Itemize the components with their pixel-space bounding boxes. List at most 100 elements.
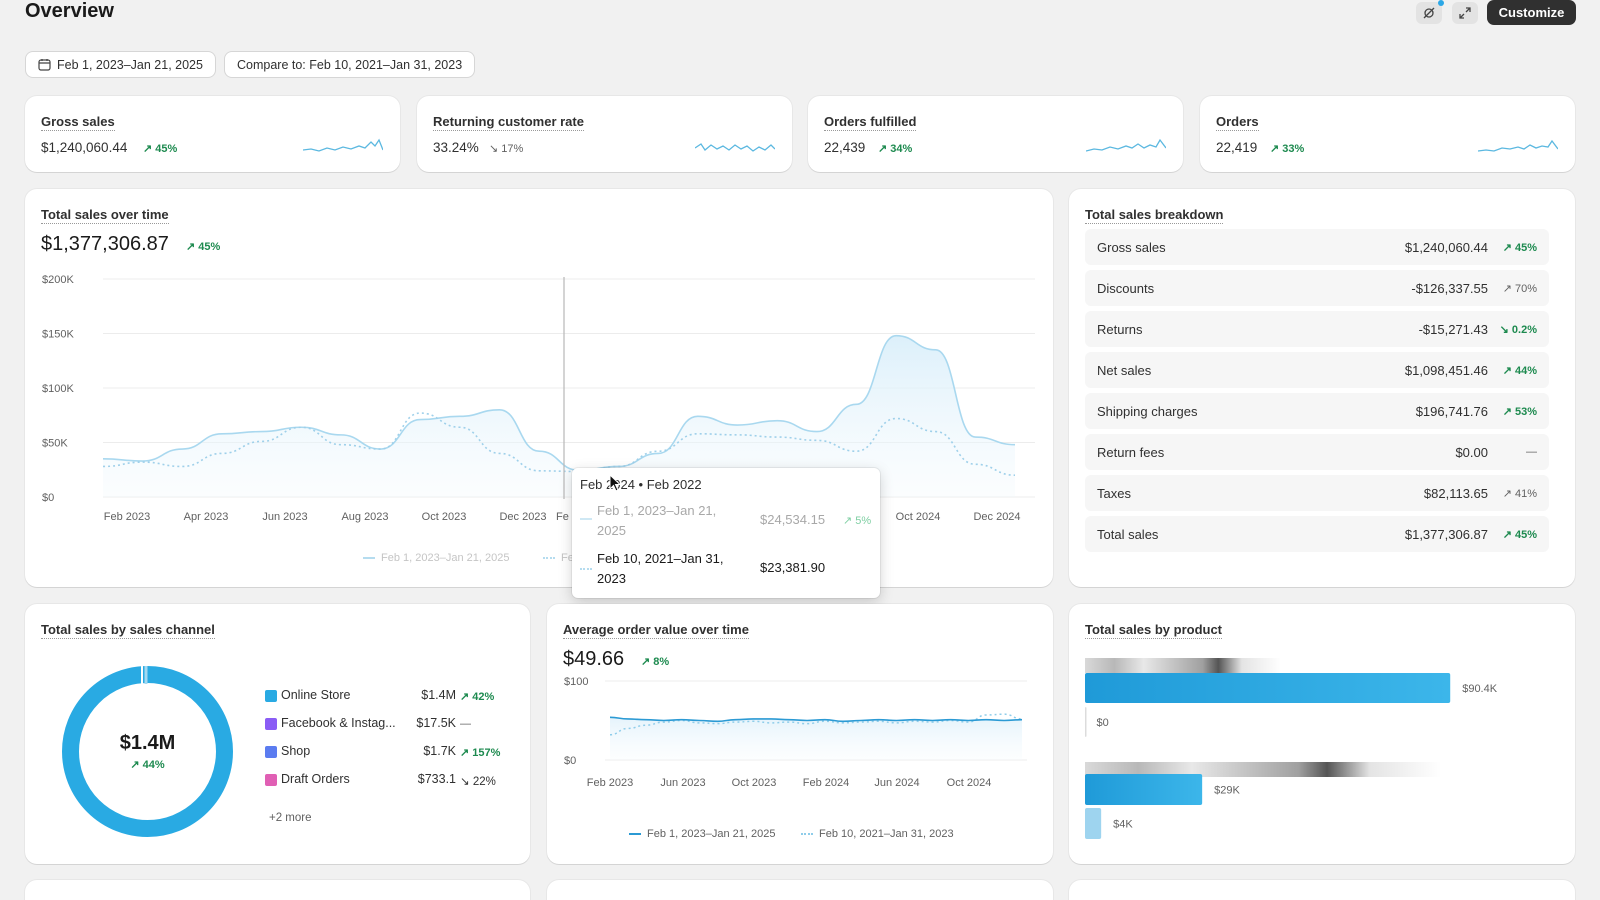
- kpi-title: Gross sales: [41, 114, 115, 131]
- customize-button[interactable]: Customize: [1487, 0, 1576, 25]
- kpi-title: Returning customer rate: [433, 114, 584, 131]
- product-name-redacted: [1085, 762, 1441, 777]
- breakdown-change: ↗ 45%: [1502, 242, 1537, 254]
- channel-value: $1.4M: [421, 688, 456, 702]
- product-bar[interactable]: [1085, 774, 1203, 805]
- product-bar[interactable]: [1085, 673, 1451, 703]
- y-tick-label: $50K: [42, 438, 68, 450]
- breakdown-value: $0.00: [1455, 445, 1488, 460]
- channel-label: Facebook & Instag...: [281, 716, 396, 730]
- tooltip-row2-value: $23,381.90: [760, 560, 826, 575]
- breakdown-row[interactable]: Return fees $0.00 —: [1085, 434, 1549, 470]
- expand-icon[interactable]: [1452, 2, 1478, 24]
- tooltip-swatch-previous: [580, 568, 592, 570]
- kpi-change: ↘ 17%: [489, 143, 524, 155]
- channel-legend-item[interactable]: Online Store $1.4M ↗ 42%: [25, 688, 530, 708]
- channel-change: ↗ 157%: [460, 747, 501, 759]
- breakdown-label: Discounts: [1097, 281, 1155, 296]
- channel-legend-item[interactable]: Shop $1.7K ↗ 157%: [25, 744, 530, 764]
- bar-value-label: $4K: [1113, 819, 1133, 831]
- y-tick-label: $0: [42, 492, 54, 504]
- kpi-card-returning-rate[interactable]: Returning customer rate 33.24% ↘ 17%: [417, 96, 792, 172]
- breakdown-change: ↗ 53%: [1502, 406, 1537, 418]
- aov-change: ↗ 8%: [641, 656, 670, 668]
- y-tick-label: $200K: [42, 274, 74, 286]
- compare-picker[interactable]: Compare to: Feb 10, 2021–Jan 31, 2023: [224, 51, 476, 78]
- kpi-value: 22,419: [1216, 140, 1258, 155]
- x-tick-label: Oct 2023: [732, 777, 777, 789]
- kpi-card-orders[interactable]: Orders 22,419 ↗ 33%: [1200, 96, 1575, 172]
- breakdown-value: $1,240,060.44: [1404, 240, 1488, 255]
- aov-line-chart[interactable]: $100 $0 Feb 2023 Jun 2023 Oct 2023 Feb 2024 Ju…: [547, 604, 1053, 864]
- sales-total-change: ↗ 45%: [186, 241, 221, 253]
- donut-center-change: ↗ 44%: [130, 759, 165, 771]
- channel-label: Online Store: [281, 688, 351, 702]
- breakdown-label: Shipping charges: [1097, 404, 1198, 419]
- channel-legend-item[interactable]: Facebook & Instag... $17.5K —: [25, 716, 530, 736]
- kpi-title: Orders fulfilled: [824, 114, 917, 131]
- sparkline: [303, 138, 383, 152]
- tooltip-row1-value: $24,534.15: [760, 512, 826, 527]
- product-bar-chart[interactable]: $90.4K $0 $29K $4K: [1069, 604, 1575, 864]
- next-card: [1069, 880, 1575, 900]
- product-name-redacted: [1085, 658, 1281, 673]
- channel-change: —: [460, 718, 471, 730]
- sales-total-value: $1,377,306.87: [41, 233, 169, 255]
- x-tick-label: Oct 2024: [947, 777, 992, 789]
- y-tick-label: $100: [564, 676, 588, 688]
- breakdown-change: ↗ 44%: [1502, 365, 1537, 377]
- product-bar[interactable]: [1085, 808, 1102, 839]
- sparkline: [1478, 139, 1558, 152]
- x-tick-label: Feb 2024: [803, 777, 849, 789]
- bar-value-label: $90.4K: [1462, 683, 1498, 695]
- y-tick-label: $0: [564, 755, 576, 767]
- channel-value: $733.1: [417, 772, 456, 786]
- breakdown-label: Total sales: [1097, 527, 1159, 542]
- breakdown-value: $82,113.65: [1423, 486, 1488, 501]
- product-bar[interactable]: [1085, 707, 1087, 737]
- breakdown-value: $196,741.76: [1415, 404, 1488, 419]
- date-range-picker[interactable]: Feb 1, 2023–Jan 21, 2025: [25, 51, 216, 78]
- breakdown-label: Return fees: [1097, 445, 1165, 460]
- breakdown-row[interactable]: Net sales $1,098,451.46 ↗ 44%: [1085, 352, 1549, 388]
- breakdown-row[interactable]: Returns -$15,271.43 ↘ 0.2%: [1085, 311, 1549, 347]
- series-line-previous: [609, 713, 1023, 736]
- x-tick-label: Dec 2024: [973, 511, 1020, 523]
- next-card: [25, 880, 530, 900]
- x-tick-label: Dec 2023: [499, 511, 546, 523]
- kpi-value: $1,240,060.44: [41, 140, 128, 155]
- channel-donut-chart[interactable]: [60, 664, 235, 839]
- series-area-current: [610, 717, 1022, 760]
- donut-center-value: $1.4M: [119, 732, 176, 754]
- aov-card: Average order value over time $49.66 ↗ 8…: [547, 604, 1053, 864]
- channel-swatch: [265, 746, 277, 758]
- x-tick-label: Jun 2023: [660, 777, 705, 789]
- kpi-change: ↗ 33%: [1270, 143, 1305, 155]
- channel-legend-item[interactable]: Draft Orders $733.1 ↘ 22%: [25, 772, 530, 792]
- x-tick-label: Oct 2024: [896, 511, 941, 523]
- tooltip-header: Feb 2024 • Feb 2022: [580, 477, 702, 492]
- sales-line-chart[interactable]: $200K $150K $100K $50K $0 Feb 2023 Apr 2023 Jun…: [25, 189, 1053, 587]
- card-title: Total sales by product: [1085, 622, 1223, 639]
- kpi-card-gross-sales[interactable]: Gross sales $1,240,060.44 ↗ 45%: [25, 96, 400, 172]
- breakdown-row[interactable]: Gross sales $1,240,060.44 ↗ 45%: [1085, 229, 1549, 265]
- sales-by-channel-card: Total sales by sales channel $1.4M ↗ 44%…: [25, 604, 530, 864]
- breakdown-row[interactable]: Total sales $1,377,306.87 ↗ 45%: [1085, 516, 1549, 552]
- breakdown-row[interactable]: Taxes $82,113.65 ↗ 41%: [1085, 475, 1549, 511]
- sparkle-icon[interactable]: [1416, 2, 1442, 24]
- breakdown-row[interactable]: Shipping charges $196,741.76 ↗ 53%: [1085, 393, 1549, 429]
- x-tick-label: Aug 2023: [341, 511, 388, 523]
- channel-change: ↘ 22%: [460, 776, 496, 788]
- kpi-change: ↗ 34%: [878, 143, 913, 155]
- channel-value: $1.7K: [423, 744, 456, 758]
- calendar-icon: [38, 59, 51, 71]
- channel-value: $17.5K: [416, 716, 456, 730]
- x-tick-label: Feb 2023: [587, 777, 633, 789]
- breakdown-row[interactable]: Discounts -$126,337.55 ↗ 70%: [1085, 270, 1549, 306]
- tooltip-row1-change: ↗ 5%: [843, 515, 872, 527]
- kpi-change: ↗ 45%: [143, 143, 178, 155]
- sales-breakdown-card: Total sales breakdown Gross sales $1,240,…: [1069, 189, 1575, 587]
- more-channels-link[interactable]: +2 more: [269, 812, 312, 824]
- breakdown-change: ↘ 0.2%: [1499, 324, 1537, 336]
- kpi-card-orders-fulfilled[interactable]: Orders fulfilled 22,439 ↗ 34%: [808, 96, 1183, 172]
